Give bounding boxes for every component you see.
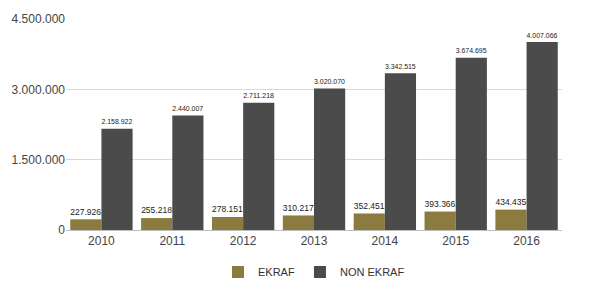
- svg-text:352.451: 352.451: [354, 201, 385, 211]
- svg-text:1.500.000: 1.500.000: [12, 153, 66, 167]
- svg-text:3.674.695: 3.674.695: [456, 47, 487, 54]
- svg-text:3.020.070: 3.020.070: [314, 78, 345, 85]
- svg-text:393.366: 393.366: [425, 199, 456, 209]
- svg-text:2010: 2010: [88, 234, 115, 248]
- svg-text:4.007.066: 4.007.066: [527, 32, 558, 39]
- svg-text:2014: 2014: [372, 234, 399, 248]
- svg-text:278.151: 278.151: [212, 204, 243, 214]
- svg-text:4.500.000: 4.500.000: [12, 12, 66, 26]
- svg-text:2011: 2011: [159, 234, 185, 248]
- svg-text:NON EKRAF: NON EKRAF: [340, 266, 404, 278]
- svg-text:434.435: 434.435: [495, 197, 526, 207]
- svg-text:310.217: 310.217: [283, 203, 314, 213]
- svg-text:2015: 2015: [442, 234, 469, 248]
- svg-text:EKRAF: EKRAF: [258, 266, 295, 278]
- svg-text:255.218: 255.218: [141, 205, 172, 215]
- svg-text:2.440.007: 2.440.007: [172, 105, 203, 112]
- svg-text:0: 0: [58, 223, 65, 237]
- svg-text:2012: 2012: [230, 234, 257, 248]
- svg-text:3.342.515: 3.342.515: [385, 63, 416, 70]
- svg-text:2013: 2013: [301, 234, 328, 248]
- svg-text:2.158.922: 2.158.922: [101, 118, 132, 125]
- svg-text:2016: 2016: [513, 234, 540, 248]
- svg-text:3.000.000: 3.000.000: [12, 83, 66, 97]
- svg-text:2.711.218: 2.711.218: [243, 92, 274, 99]
- svg-text:227.926: 227.926: [70, 207, 101, 217]
